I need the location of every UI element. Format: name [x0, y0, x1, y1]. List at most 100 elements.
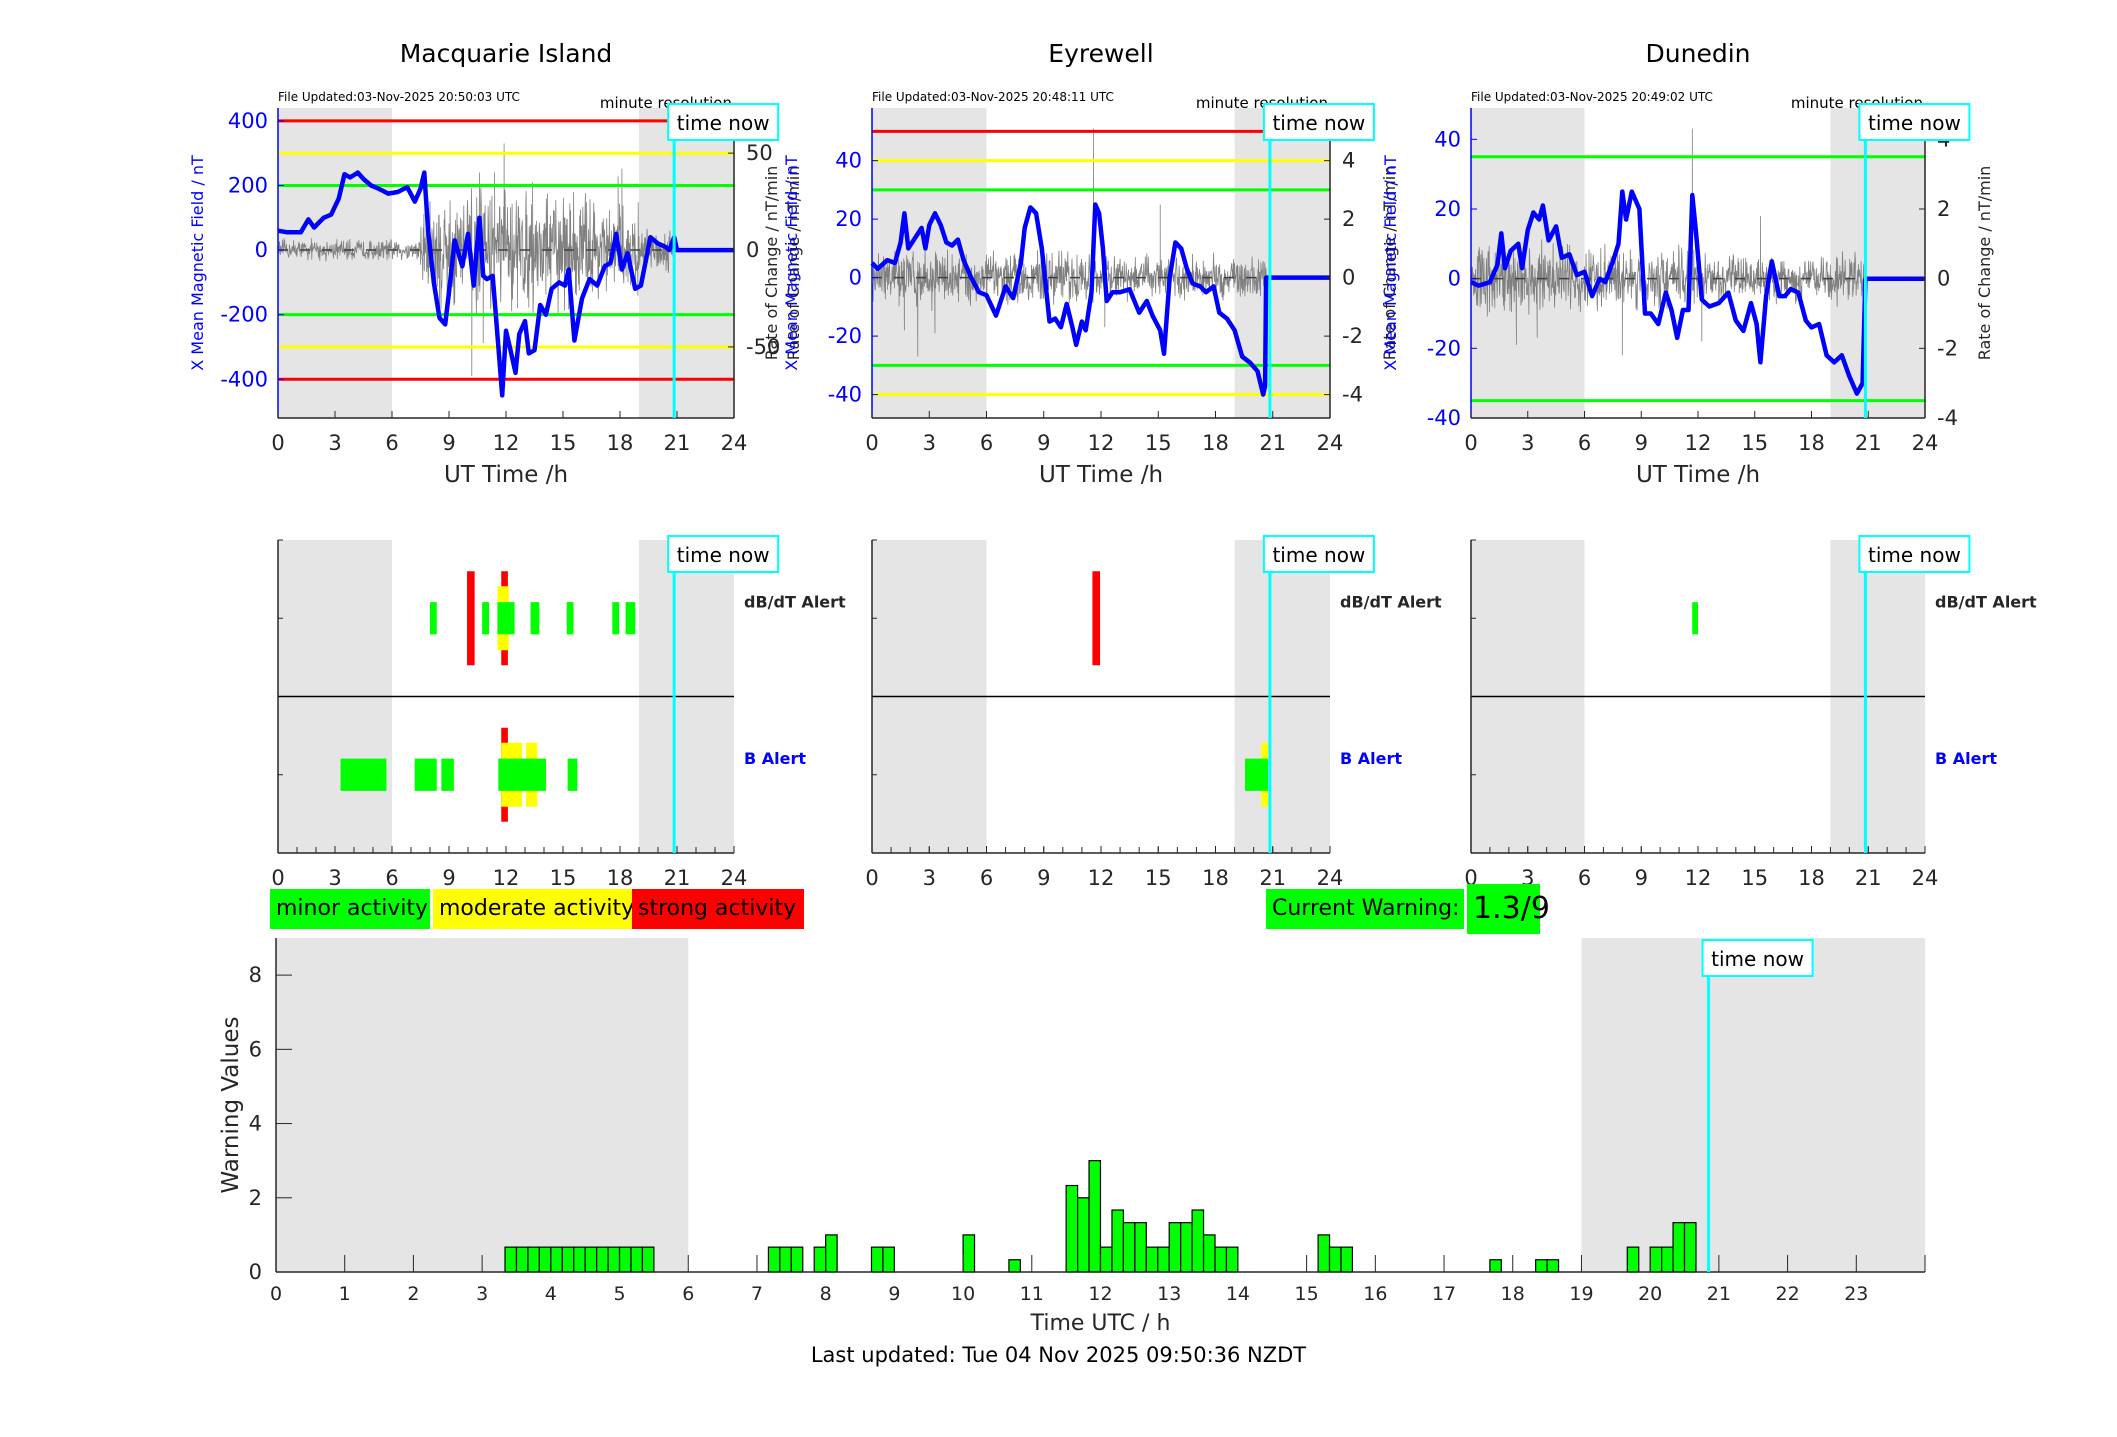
eyrewell-alerts-x-tick-label: 0 — [865, 866, 878, 890]
warning-x-label: Time UTC / h — [1030, 1311, 1171, 1336]
macquarie-alerts-b-alert-core — [414, 758, 437, 791]
dunedin-magnetic-field-trace — [1470, 189, 1925, 396]
warning-bar — [504, 1246, 518, 1273]
warning-y-tick-label: 4 — [249, 1112, 262, 1136]
dunedin-rate-of-change-trace — [1470, 128, 1865, 356]
warning-bar — [527, 1246, 541, 1273]
warning-bar — [1008, 1259, 1021, 1273]
warning-bar — [630, 1246, 644, 1273]
eyrewell-y-tick-label: -40 — [828, 383, 862, 407]
macquarie-night-shading — [639, 108, 734, 418]
dunedin-alerts-x-tick-label: 15 — [1741, 866, 1768, 890]
macquarie-alerts-x-tick-label: 6 — [385, 866, 398, 890]
warning-bar — [607, 1246, 621, 1273]
eyrewell-x-tick-label: 3 — [923, 431, 936, 455]
macquarie-file-updated: File Updated:03-Nov-2025 20:50:03 UTC — [278, 90, 520, 104]
eyrewell-magnetic-field-trace — [870, 202, 1330, 397]
warning-x-tick-label: 10 — [951, 1283, 975, 1305]
dunedin-y2-tick-label: 0 — [1937, 267, 1950, 291]
warning-x-tick-label: 1 — [339, 1283, 351, 1305]
warning-bar — [882, 1246, 895, 1273]
macquarie-y-tick-label: -200 — [220, 303, 268, 327]
eyrewell-x-tick-label: 21 — [1259, 431, 1286, 455]
eyrewell-file-updated: File Updated:03-Nov-2025 20:48:11 UTC — [872, 90, 1114, 104]
macquarie-alerts-x-tick-label: 3 — [328, 866, 341, 890]
warning-x-tick-label: 16 — [1363, 1283, 1387, 1305]
warning-y-tick-label: 8 — [249, 963, 262, 987]
warning-bar — [1546, 1259, 1560, 1273]
eyrewell-y-label-2: Rate of Change / nT/min — [762, 166, 781, 361]
dunedin-x-tick-label: 6 — [1578, 431, 1591, 455]
warning-bar — [1626, 1246, 1640, 1273]
macquarie-x-tick-label: 15 — [550, 431, 577, 455]
macquarie-y-label: X Mean Magnetic Field / nT — [188, 155, 207, 371]
warning-x-tick-label: 13 — [1157, 1283, 1181, 1305]
warning-x-tick-label: 3 — [476, 1283, 488, 1305]
macquarie-alerts-time-now-label: time now — [677, 543, 770, 567]
macquarie-alerts-x-tick-label: 18 — [607, 866, 634, 890]
warning-bar — [618, 1246, 632, 1273]
macquarie-alerts-dbdt-label: dB/dT Alert — [744, 592, 846, 611]
warning-y-tick-label: 0 — [249, 1260, 262, 1284]
eyrewell-y2-tick-label: -4 — [1342, 383, 1363, 407]
macquarie-alerts-time-now-label-box — [667, 535, 780, 573]
warning-bar — [641, 1246, 655, 1273]
dunedin-y2-tick-label: 2 — [1937, 197, 1950, 221]
warning-bar — [1088, 1160, 1102, 1273]
warning-x-tick-label: 17 — [1432, 1283, 1456, 1305]
warning-bar — [1535, 1259, 1548, 1273]
warning-bar — [813, 1246, 827, 1273]
warning-bar — [550, 1246, 563, 1273]
warning-x-tick-label: 18 — [1501, 1283, 1525, 1305]
dunedin-y-tick-label: 40 — [1434, 127, 1461, 151]
macquarie-y-tick-label: 0 — [255, 238, 268, 262]
warning-x-tick-label: 21 — [1707, 1283, 1731, 1305]
warning-bar — [1489, 1259, 1502, 1273]
eyrewell-y2-tick-label: -2 — [1342, 324, 1363, 348]
eyrewell-x-tick-label: 12 — [1088, 431, 1115, 455]
eyrewell-alerts-alert-chart: dB/dT Alert B Alert — [871, 539, 1442, 853]
warning-bar — [779, 1246, 792, 1273]
warning-values-chart: 0 1 2 3 4 5 6 7 8 9 10 11 12 13 14 15 16 17 18 19 20 21 22 2302… — [218, 938, 1926, 1336]
dunedin-x-tick-label: 15 — [1741, 431, 1768, 455]
macquarie-y2-tick-label: 50 — [746, 141, 773, 165]
eyrewell-y-label: X Mean Magnetic Field / nT — [782, 155, 801, 371]
warning-bar — [1111, 1209, 1125, 1273]
warning-bar — [1168, 1222, 1182, 1273]
legend-moderate-activity: moderate activity — [433, 889, 634, 929]
eyrewell-x-tick-label: 18 — [1202, 431, 1229, 455]
dunedin-night-shading — [1830, 108, 1925, 418]
eyrewell-alerts-dbdt-label: dB/dT Alert — [1340, 592, 1442, 611]
legend-minor-activity: minor activity — [270, 889, 430, 929]
dunedin-alerts-x-tick-label: 9 — [1635, 866, 1648, 890]
macquarie-alerts-dbdt-alert-core — [530, 602, 540, 635]
warning-y-tick-label: 2 — [249, 1186, 262, 1210]
dunedin-x-tick-label: 12 — [1685, 431, 1712, 455]
warning-bar — [767, 1246, 781, 1273]
macquarie-y-tick-label: -400 — [220, 367, 268, 391]
macquarie-alerts-dbdt-alert-core — [612, 602, 620, 635]
warning-x-tick-label: 5 — [613, 1283, 625, 1305]
dunedin-time-now-label: time now — [1868, 111, 1961, 135]
macquarie-alerts-dbdt-alert-core — [497, 602, 515, 635]
macquarie-x-tick-label: 18 — [607, 431, 634, 455]
warning-bar — [1134, 1222, 1147, 1273]
dunedin-time-now-label-box — [1858, 103, 1971, 141]
dunedin-y-tick-label: 0 — [1448, 267, 1461, 291]
warning-x-tick-label: 9 — [888, 1283, 900, 1305]
eyrewell-y2-label: Rate of Change / nT/min — [1380, 166, 1399, 361]
warning-x-tick-label: 4 — [545, 1283, 557, 1305]
dunedin-alerts-x-tick-label: 12 — [1685, 866, 1712, 890]
last-updated: Last updated: Tue 04 Nov 2025 09:50:36 N… — [810, 1343, 1307, 1367]
warning-bar — [1077, 1197, 1090, 1273]
warning-bar — [870, 1246, 884, 1273]
warning-x-tick-label: 14 — [1226, 1283, 1250, 1305]
eyrewell-y-tick-label: 40 — [835, 149, 862, 173]
dunedin-x-tick-label: 3 — [1521, 431, 1534, 455]
macquarie-y2-tick-label: 0 — [746, 238, 759, 262]
macquarie-x-tick-label: 12 — [493, 431, 520, 455]
warning-bar — [825, 1234, 838, 1273]
macquarie-night-shading — [278, 108, 392, 418]
dunedin-y-tick-label: -40 — [1427, 406, 1461, 430]
dunedin-y-tick-label: 20 — [1434, 197, 1461, 221]
